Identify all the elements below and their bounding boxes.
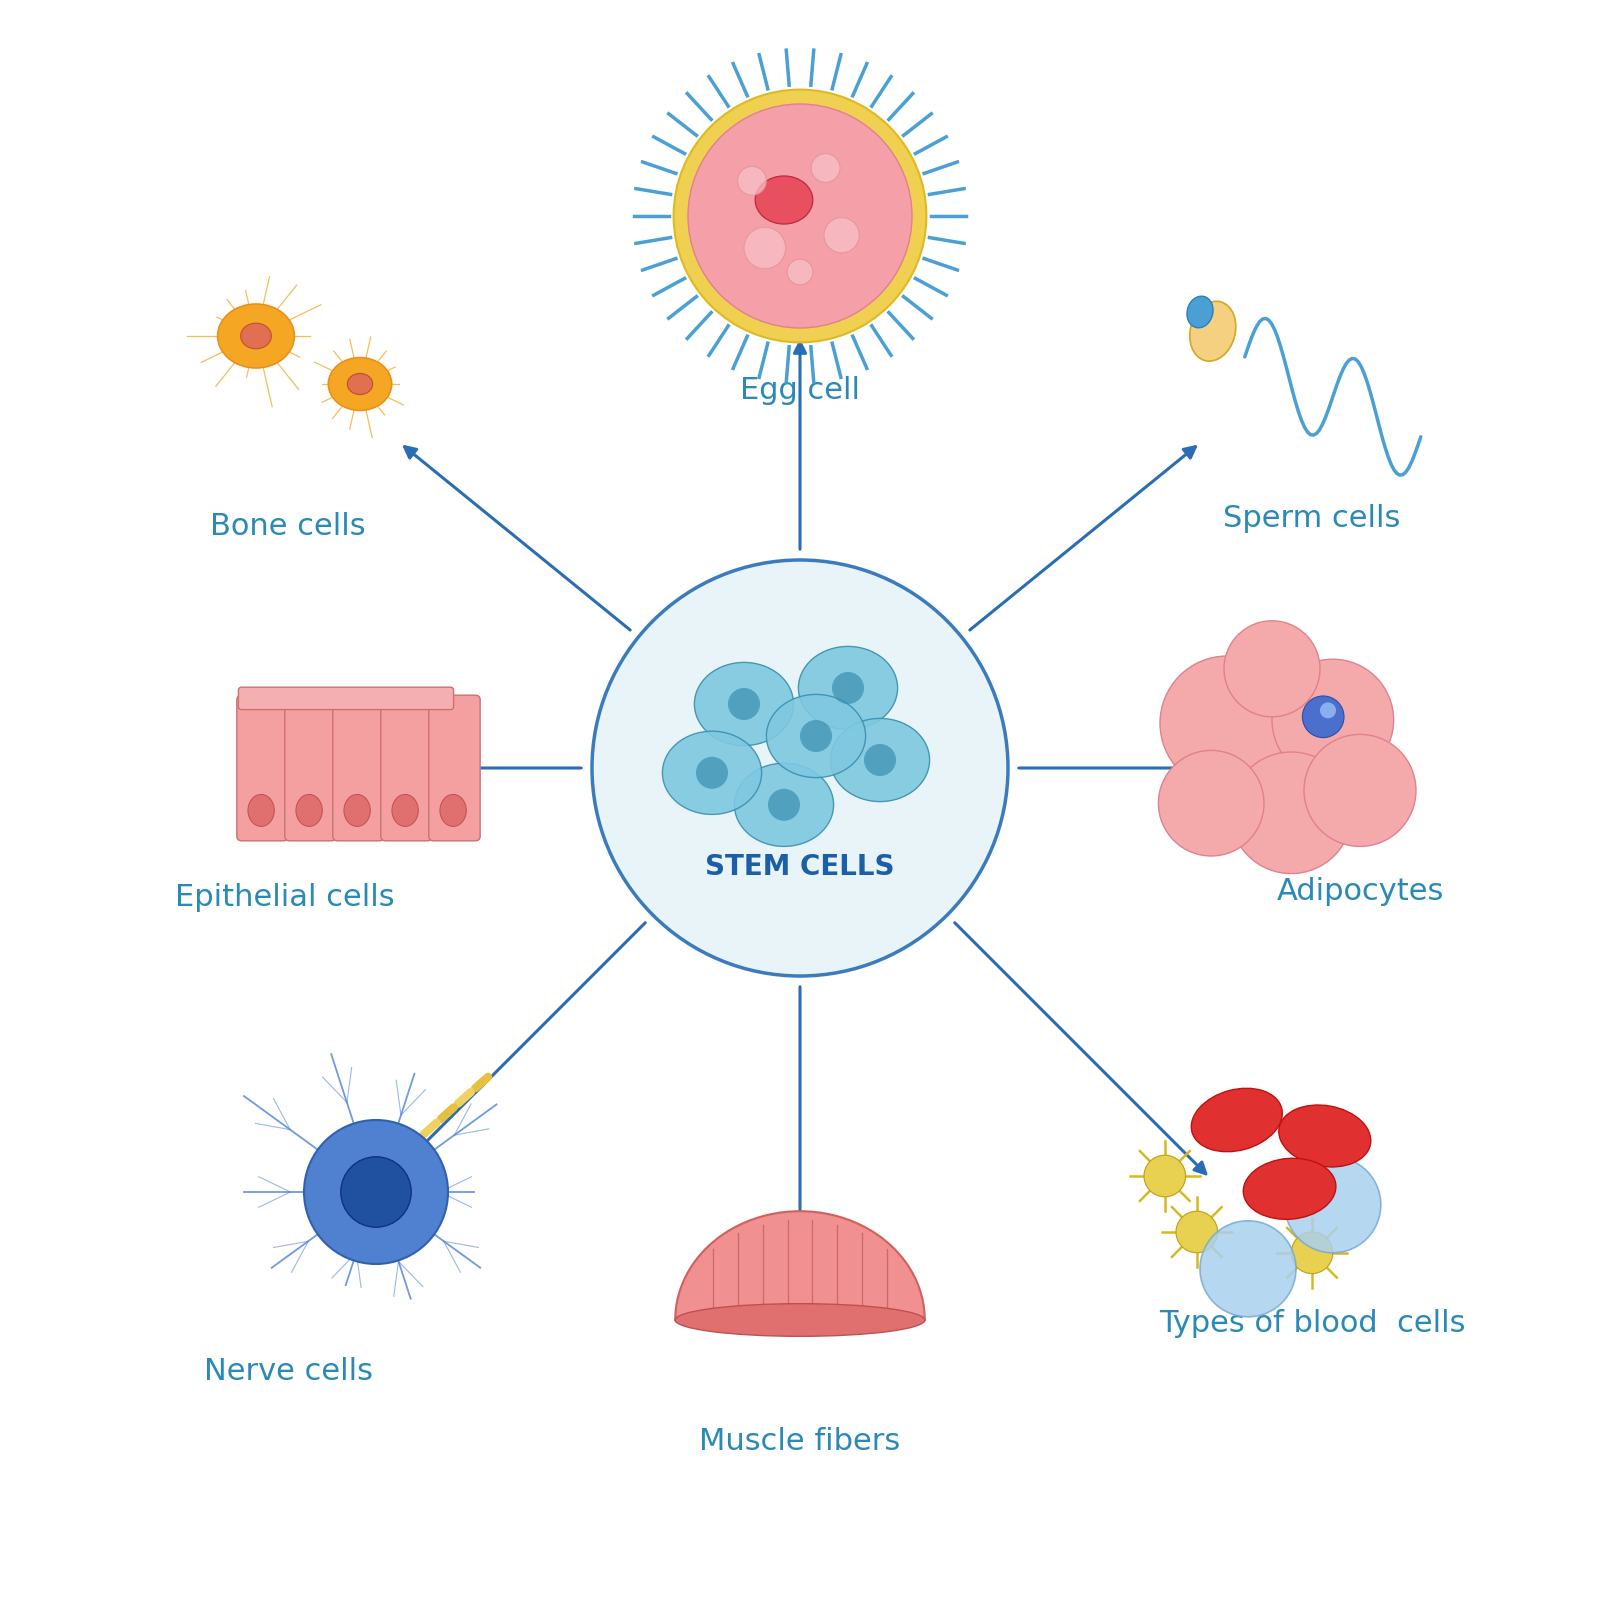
Text: Bone cells: Bone cells [210,512,366,541]
Circle shape [1158,750,1264,856]
Circle shape [1272,659,1394,781]
Ellipse shape [440,794,466,826]
Text: Sperm cells: Sperm cells [1224,504,1400,533]
Circle shape [1200,1221,1296,1317]
Circle shape [1302,696,1344,738]
FancyBboxPatch shape [238,688,454,710]
Circle shape [1320,702,1336,718]
Circle shape [864,744,896,776]
Ellipse shape [1278,1106,1371,1166]
Ellipse shape [662,731,762,814]
Text: STEM CELLS: STEM CELLS [706,853,894,882]
Circle shape [832,672,864,704]
Ellipse shape [392,794,418,826]
Circle shape [787,259,813,285]
Polygon shape [675,1211,925,1320]
Circle shape [768,789,800,821]
Ellipse shape [675,1304,925,1336]
FancyBboxPatch shape [381,694,432,842]
Ellipse shape [347,373,373,395]
Ellipse shape [1187,296,1213,328]
Text: Muscle fibers: Muscle fibers [699,1427,901,1456]
Circle shape [744,227,786,269]
Circle shape [341,1157,411,1227]
FancyBboxPatch shape [429,694,480,842]
Circle shape [800,720,832,752]
Circle shape [674,90,926,342]
Circle shape [824,218,859,253]
Ellipse shape [1243,1158,1336,1219]
Circle shape [1291,1232,1333,1274]
Text: Types of blood  cells: Types of blood cells [1158,1309,1466,1338]
Circle shape [728,688,760,720]
Circle shape [1224,621,1320,717]
Circle shape [696,757,728,789]
Circle shape [1144,1155,1186,1197]
Text: Adipocytes: Adipocytes [1277,877,1443,906]
Circle shape [1176,1211,1218,1253]
Ellipse shape [798,646,898,730]
Ellipse shape [830,718,930,802]
Ellipse shape [218,304,294,368]
Ellipse shape [766,694,866,778]
Circle shape [1285,1157,1381,1253]
Ellipse shape [240,323,272,349]
Circle shape [592,560,1008,976]
FancyBboxPatch shape [285,694,336,842]
FancyBboxPatch shape [333,694,384,842]
Ellipse shape [1190,301,1235,362]
Ellipse shape [755,176,813,224]
Circle shape [688,104,912,328]
Circle shape [1230,752,1352,874]
Ellipse shape [344,794,370,826]
Circle shape [1304,734,1416,846]
Ellipse shape [1192,1088,1282,1152]
Text: Egg cell: Egg cell [739,376,861,405]
FancyBboxPatch shape [237,694,288,842]
Ellipse shape [328,357,392,411]
Ellipse shape [694,662,794,746]
Ellipse shape [734,763,834,846]
Circle shape [811,154,840,182]
Text: Nerve cells: Nerve cells [203,1357,373,1386]
Circle shape [304,1120,448,1264]
Ellipse shape [248,794,274,826]
Circle shape [738,166,766,195]
Text: Epithelial cells: Epithelial cells [174,883,395,912]
Ellipse shape [296,794,322,826]
Circle shape [1160,656,1294,790]
